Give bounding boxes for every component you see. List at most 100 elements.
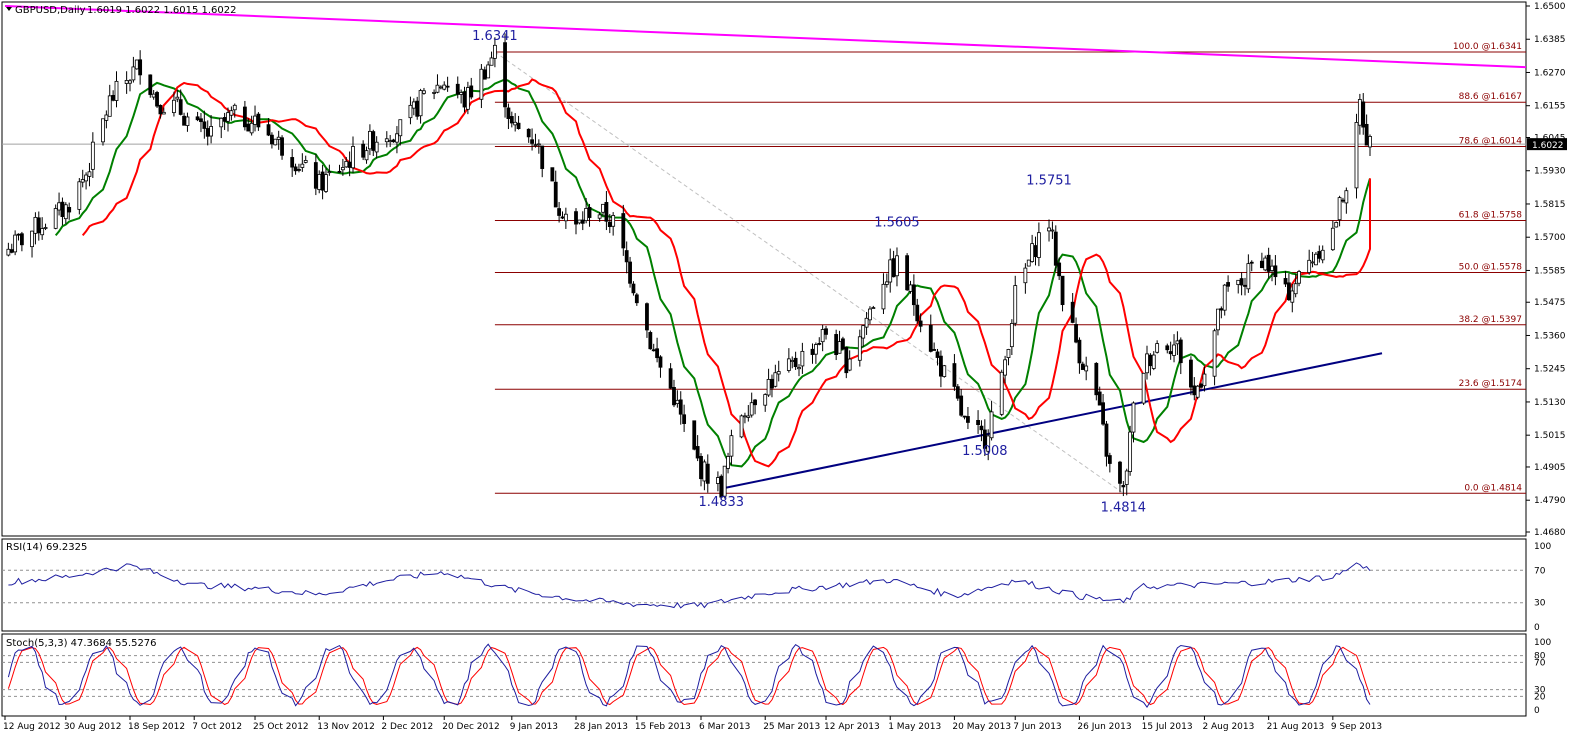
candle-body	[533, 144, 538, 147]
candle-body	[1118, 461, 1122, 484]
price-tick-label: 1.5700	[1534, 233, 1566, 243]
candle-body	[1121, 485, 1126, 488]
candle-body	[797, 367, 801, 370]
date-tick-label: 25 Oct 2012	[253, 722, 309, 732]
candle-body	[817, 342, 822, 345]
candle-body	[53, 208, 58, 229]
candle-body	[67, 206, 72, 213]
chart-menu-triangle-icon[interactable]	[6, 7, 12, 11]
date-tick-label: 12 Apr 2013	[824, 722, 880, 732]
candle-body	[1077, 339, 1082, 364]
candle-body	[395, 133, 399, 143]
candle-body	[1141, 372, 1146, 404]
date-tick-label: 28 Jan 2013	[574, 722, 628, 732]
candle-body	[857, 336, 862, 361]
candle-body	[445, 85, 450, 88]
candle-body	[1009, 323, 1014, 348]
candle-body	[540, 145, 545, 169]
candle-body	[87, 171, 92, 177]
candle-body	[1266, 254, 1271, 272]
candle-body	[408, 104, 413, 119]
candle-body	[888, 259, 893, 283]
candle-body	[317, 174, 322, 190]
candle-body	[648, 332, 653, 350]
candle-body	[770, 378, 774, 389]
candle-body	[1107, 455, 1112, 464]
candle-body	[16, 233, 21, 236]
candle-body	[1368, 136, 1372, 148]
price-axis: 1.65001.63851.62701.61551.60451.59301.58…	[1526, 2, 1567, 538]
price-tick-label: 1.5245	[1534, 365, 1566, 375]
candle-body	[422, 90, 426, 94]
candle-body	[891, 258, 896, 278]
candle-body	[773, 372, 778, 387]
candle-body	[1178, 339, 1183, 364]
candle-body	[337, 170, 342, 173]
stoch-tick-label: 70	[1534, 658, 1546, 668]
fib-diagonal	[494, 51, 1124, 494]
candle-body	[57, 202, 61, 211]
candle-body	[195, 116, 200, 121]
date-tick-label: 7 Jun 2013	[1013, 722, 1061, 732]
candle-body	[631, 283, 636, 294]
stoch-panel	[1, 633, 1527, 717]
candle-body	[722, 465, 727, 497]
candle-body	[793, 357, 798, 368]
candle-body	[1344, 190, 1349, 204]
candle-body	[1036, 232, 1041, 258]
candle-body	[1354, 122, 1359, 189]
date-tick-label: 26 Jun 2013	[1077, 722, 1131, 732]
candle-body	[1307, 259, 1312, 273]
candle-body	[84, 174, 88, 182]
price-tick-label: 1.5130	[1534, 398, 1566, 408]
candle-body	[786, 358, 791, 371]
candle-body	[232, 104, 237, 111]
candle-body	[908, 284, 913, 292]
candle-body	[442, 84, 447, 90]
candle-body	[303, 160, 308, 163]
candle-body	[932, 349, 937, 351]
candle-body	[364, 150, 369, 161]
candle-body	[634, 294, 639, 304]
price-tick-label: 1.5015	[1534, 431, 1566, 441]
candle-body	[574, 211, 578, 225]
stoch-tick-label: 100	[1534, 638, 1551, 648]
date-tick-label: 25 Mar 2013	[763, 722, 820, 732]
price-tick-label: 1.6270	[1534, 68, 1566, 78]
candle-body	[398, 119, 403, 137]
candle-body	[1357, 99, 1362, 126]
candle-body	[959, 395, 964, 416]
candle-body	[9, 249, 14, 253]
candle-body	[1195, 385, 1200, 398]
candle-body	[138, 59, 143, 76]
candle-body	[911, 284, 916, 306]
price-tick-label: 1.4790	[1534, 496, 1566, 506]
rsi-indicator: 100 70 30 0	[2, 542, 1551, 633]
candle-body	[766, 378, 771, 396]
rsi-tick-label: 0	[1534, 623, 1540, 633]
candle-body	[222, 117, 227, 122]
candle-body	[1070, 301, 1075, 323]
candle-body	[716, 477, 720, 484]
date-tick-label: 15 Jul 2013	[1142, 722, 1193, 732]
candle-body	[1192, 385, 1197, 396]
chart-title: GBPUSD,Daily	[15, 5, 86, 16]
candle-body	[513, 121, 518, 126]
candle-body	[1101, 402, 1105, 425]
candle-body	[1212, 330, 1217, 377]
candle-body	[1334, 222, 1339, 228]
candle-body	[438, 86, 443, 89]
candle-body	[1287, 282, 1291, 301]
candle-body	[63, 204, 68, 220]
price-annotation: 1.5751	[1026, 173, 1072, 188]
candle-body	[1320, 249, 1325, 261]
candle-body	[726, 456, 730, 469]
candle-body	[300, 163, 305, 168]
candle-body	[645, 303, 649, 331]
candle-body	[999, 371, 1004, 415]
candle-body	[955, 386, 960, 399]
price-tick-label: 1.4905	[1534, 463, 1566, 473]
candle-body	[1216, 308, 1220, 331]
descending-resistance-line	[4, 5, 1527, 69]
candle-body	[320, 171, 325, 191]
